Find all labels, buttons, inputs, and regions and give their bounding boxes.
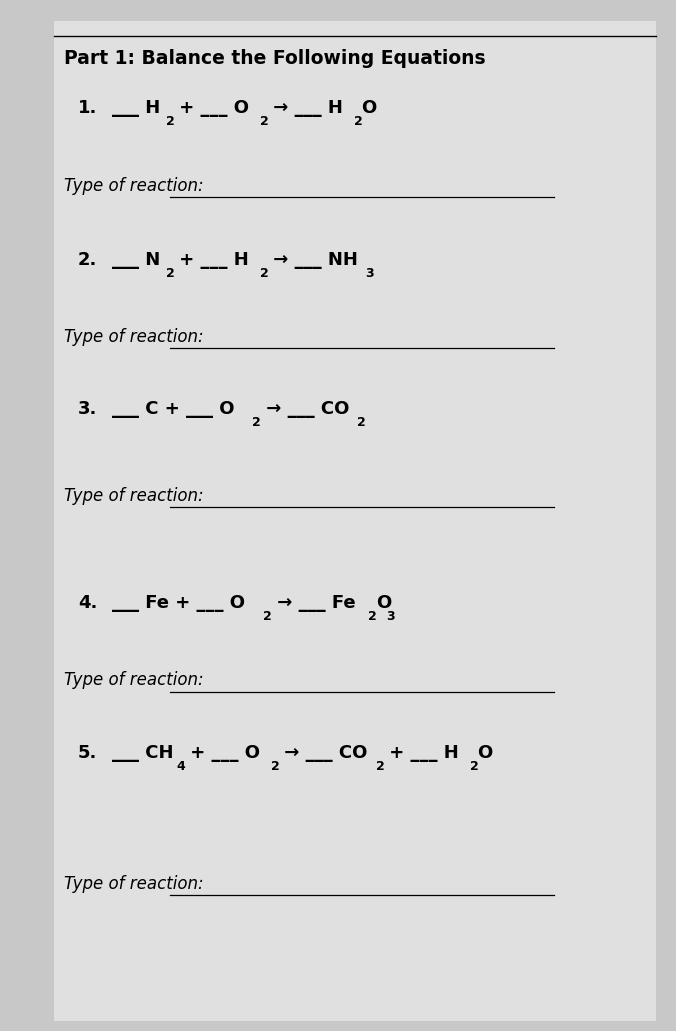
Text: 2: 2	[166, 115, 174, 128]
Text: 2: 2	[252, 417, 261, 429]
Text: 3: 3	[387, 610, 395, 623]
Text: + ___ O: + ___ O	[173, 99, 249, 118]
Text: Type of reaction:: Type of reaction:	[64, 874, 204, 893]
Text: 2: 2	[260, 267, 268, 279]
Text: Type of reaction:: Type of reaction:	[64, 176, 204, 195]
Text: ___ H: ___ H	[112, 99, 160, 118]
Text: → ___ CO: → ___ CO	[260, 400, 349, 419]
Text: 2: 2	[270, 760, 279, 772]
Text: 5.: 5.	[78, 743, 97, 762]
Text: 4: 4	[176, 760, 185, 772]
Text: 2: 2	[354, 115, 363, 128]
Text: → ___ NH: → ___ NH	[268, 251, 358, 269]
Text: 3.: 3.	[78, 400, 97, 419]
Text: 2: 2	[166, 267, 174, 279]
Text: 1.: 1.	[78, 99, 97, 118]
Text: ___ CH: ___ CH	[112, 743, 173, 762]
Text: → ___ Fe: → ___ Fe	[270, 594, 356, 612]
Text: 2: 2	[260, 115, 268, 128]
Text: 4.: 4.	[78, 594, 97, 612]
Text: 3: 3	[365, 267, 374, 279]
Text: → ___ CO: → ___ CO	[279, 743, 368, 762]
Text: 2: 2	[263, 610, 272, 623]
Text: + ___ H: + ___ H	[173, 251, 249, 269]
Text: 2.: 2.	[78, 251, 97, 269]
Text: ___ C + ___ O: ___ C + ___ O	[112, 400, 234, 419]
Text: 2: 2	[376, 760, 385, 772]
Text: Type of reaction:: Type of reaction:	[64, 487, 204, 505]
Text: Part 1: Balance the Following Equations: Part 1: Balance the Following Equations	[64, 49, 486, 68]
Text: 2: 2	[368, 610, 377, 623]
Text: + ___ O: + ___ O	[184, 743, 260, 762]
Text: O: O	[362, 99, 377, 118]
Text: Type of reaction:: Type of reaction:	[64, 328, 204, 346]
Text: ___ Fe + ___ O: ___ Fe + ___ O	[112, 594, 245, 612]
Text: 2: 2	[358, 417, 366, 429]
Text: O: O	[376, 594, 391, 612]
Text: → ___ H: → ___ H	[268, 99, 343, 118]
FancyBboxPatch shape	[54, 21, 656, 1021]
Text: Type of reaction:: Type of reaction:	[64, 671, 204, 690]
Text: 2: 2	[470, 760, 479, 772]
Text: ___ N: ___ N	[112, 251, 160, 269]
Text: O: O	[477, 743, 493, 762]
Text: + ___ H: + ___ H	[383, 743, 459, 762]
